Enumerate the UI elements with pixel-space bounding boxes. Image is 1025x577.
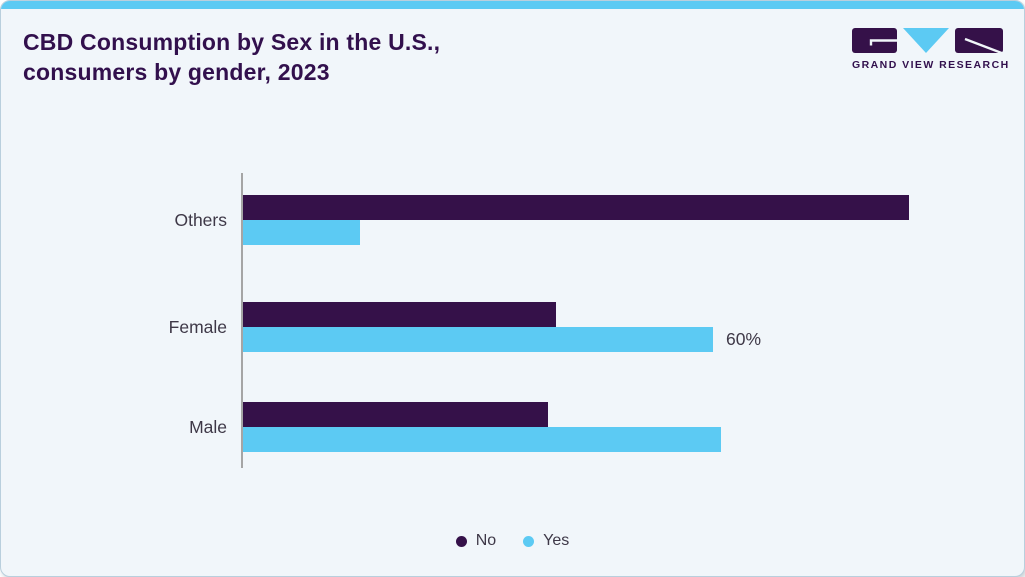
bar-others-yes xyxy=(243,220,360,245)
title-line-1: CBD Consumption by Sex in the U.S., xyxy=(23,29,441,55)
grand-view-research-logo: GRAND VIEW RESEARCH xyxy=(852,28,1010,71)
bars-others xyxy=(243,195,909,245)
bar-group-female: Female 60% xyxy=(1,302,1024,352)
bar-row xyxy=(243,195,909,220)
bar-male-yes xyxy=(243,427,721,452)
bar-chart: Others Female 60% Male xyxy=(1,173,1024,469)
logo-text: GRAND VIEW RESEARCH xyxy=(852,59,1010,71)
bar-row: 60% xyxy=(243,327,761,352)
legend-yes-label: Yes xyxy=(543,532,570,549)
category-label-others: Others xyxy=(174,210,227,230)
bars-female: 60% xyxy=(243,302,761,352)
bar-row xyxy=(243,220,909,245)
bar-row xyxy=(243,302,761,327)
value-label-female-yes: 60% xyxy=(726,329,762,349)
bar-row xyxy=(243,427,721,452)
page-title: CBD Consumption by Sex in the U.S., cons… xyxy=(23,27,440,87)
bars-male xyxy=(243,402,721,452)
legend: No Yes xyxy=(1,525,1024,557)
category-label-male: Male xyxy=(189,417,227,437)
bar-row xyxy=(243,402,721,427)
category-label-female: Female xyxy=(168,317,227,337)
bar-female-no xyxy=(243,302,556,327)
legend-item-no: No xyxy=(455,532,497,550)
logo-r-icon xyxy=(955,28,1003,53)
legend-no-label: No xyxy=(475,532,497,549)
logo-mark xyxy=(852,28,1003,54)
logo-v-icon xyxy=(903,28,949,53)
legend-yes-dot-icon xyxy=(523,535,535,547)
bar-male-no xyxy=(243,402,548,427)
bar-female-yes xyxy=(243,327,713,352)
bar-others-no xyxy=(243,195,909,220)
bar-group-others: Others xyxy=(1,195,1024,245)
top-accent-bar xyxy=(1,1,1024,9)
legend-no-dot-icon xyxy=(455,535,467,547)
y-axis-line xyxy=(241,173,243,468)
legend-item-yes: Yes xyxy=(523,532,569,550)
title-line-2: consumers by gender, 2023 xyxy=(23,59,330,85)
bar-group-male: Male xyxy=(1,402,1024,452)
